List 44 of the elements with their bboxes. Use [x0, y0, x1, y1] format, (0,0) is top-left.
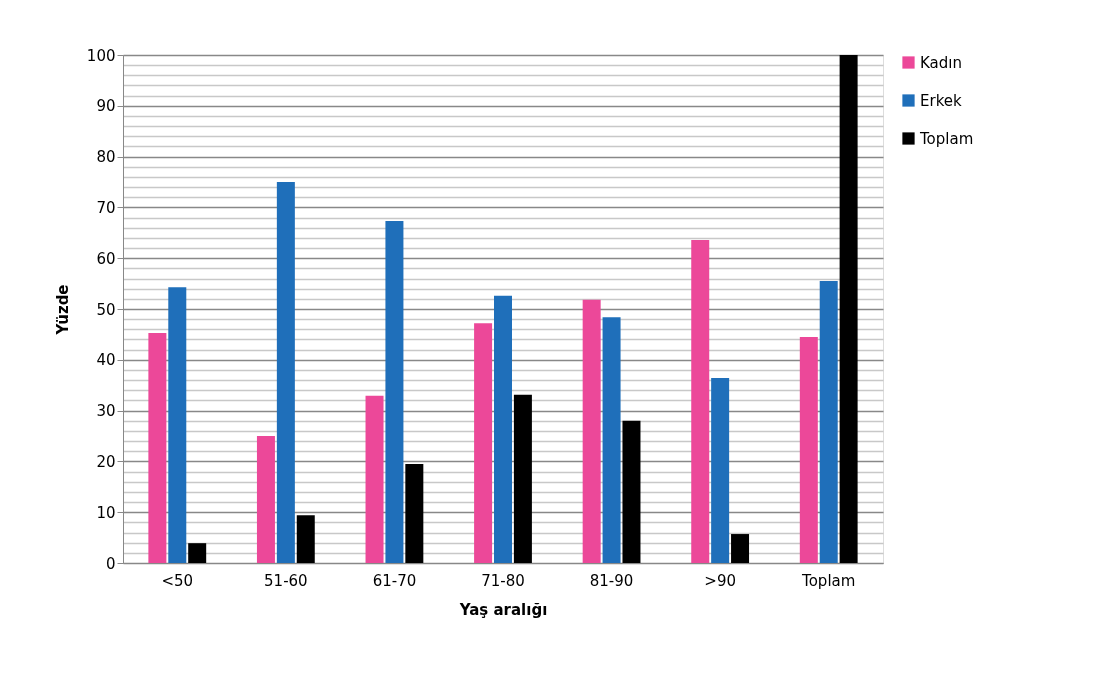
- y-tick-label: 50: [96, 300, 116, 319]
- bar: [276, 182, 295, 563]
- bar: [188, 543, 207, 563]
- y-tick-label: 20: [96, 452, 116, 471]
- bar: [513, 394, 532, 563]
- legend-label: Toplam: [919, 129, 974, 148]
- y-tick-label: 40: [96, 351, 116, 370]
- y-tick-label: 70: [96, 198, 116, 217]
- y-tick-label: 30: [96, 402, 116, 421]
- x-tick-label: <50: [161, 571, 194, 590]
- bar: [622, 420, 641, 563]
- y-tick-label: 0: [105, 554, 116, 573]
- y-tick-label: 60: [96, 249, 116, 268]
- x-tick-label: Toplam: [801, 571, 856, 590]
- y-tick-label: 90: [96, 97, 116, 116]
- legend-label: Erkek: [920, 91, 963, 110]
- legend-label: Kadın: [920, 53, 962, 72]
- bar: [405, 463, 424, 563]
- bar: [148, 332, 167, 563]
- x-tick-label: 81-90: [589, 571, 634, 590]
- bar: [839, 55, 858, 563]
- x-axis-title: Yaş aralığı: [458, 600, 548, 619]
- bar: [365, 395, 384, 563]
- bar: [711, 378, 730, 563]
- y-tick-label: 100: [86, 46, 116, 65]
- bar: [819, 281, 838, 563]
- bar: [799, 336, 818, 563]
- bar: [691, 239, 710, 563]
- x-tick-label: 51-60: [264, 571, 308, 590]
- y-axis-title: Yüzde: [53, 284, 72, 336]
- bar: [256, 436, 275, 563]
- bar: [494, 295, 512, 563]
- bar: [582, 299, 601, 563]
- x-tick-label: 71-80: [481, 571, 525, 590]
- y-tick-label: 10: [96, 503, 116, 522]
- x-tick-label: >90: [704, 571, 736, 590]
- bar: [602, 317, 621, 563]
- bar: [296, 515, 315, 563]
- bar: [731, 534, 750, 563]
- bar: [168, 287, 187, 563]
- bar: [474, 323, 493, 563]
- bar: [385, 221, 404, 563]
- y-tick-label: 80: [96, 148, 116, 167]
- x-tick-label: 61-70: [372, 571, 417, 590]
